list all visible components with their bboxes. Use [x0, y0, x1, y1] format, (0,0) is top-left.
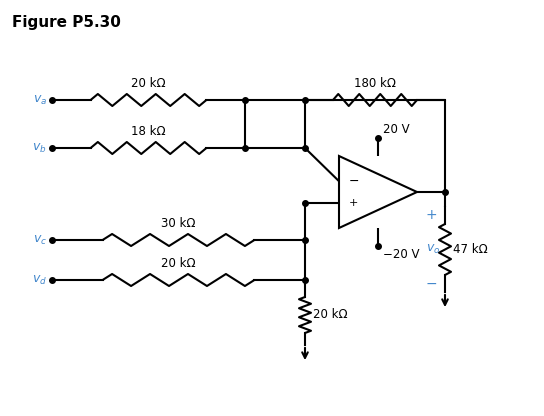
Text: 20 V: 20 V — [383, 123, 410, 136]
Text: 18 kΩ: 18 kΩ — [131, 125, 166, 138]
Text: $v_c$: $v_c$ — [33, 233, 47, 247]
Text: $v_o$: $v_o$ — [425, 243, 440, 256]
Text: +: + — [425, 208, 437, 222]
Text: 20 kΩ: 20 kΩ — [161, 257, 196, 270]
Text: 180 kΩ: 180 kΩ — [354, 77, 396, 90]
Text: −: − — [425, 277, 437, 291]
Text: 20 kΩ: 20 kΩ — [313, 309, 348, 322]
Text: +: + — [349, 198, 358, 208]
Text: −: − — [349, 175, 360, 188]
Text: 20 kΩ: 20 kΩ — [131, 77, 166, 90]
Text: Figure P5.30: Figure P5.30 — [12, 15, 121, 30]
Text: $v_d$: $v_d$ — [32, 273, 47, 287]
Text: −20 V: −20 V — [383, 248, 419, 261]
Text: $v_b$: $v_b$ — [33, 141, 47, 155]
Text: 30 kΩ: 30 kΩ — [161, 217, 196, 230]
Text: $v_a$: $v_a$ — [33, 94, 47, 106]
Text: 47 kΩ: 47 kΩ — [453, 243, 488, 256]
